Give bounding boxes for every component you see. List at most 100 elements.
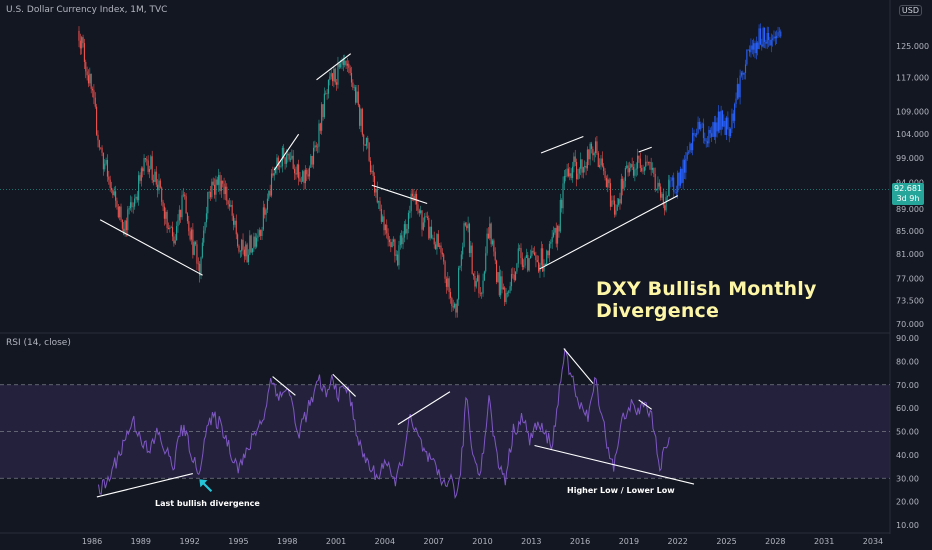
price-trendline [316, 53, 352, 81]
projection-candle [711, 133, 713, 137]
price-candle [475, 281, 477, 287]
price-candle [439, 245, 441, 247]
time-tick-label: 1989 [131, 537, 151, 546]
projection-candle [773, 36, 775, 39]
price-candle [138, 175, 140, 201]
price-candle [538, 262, 540, 272]
price-candle [650, 162, 652, 170]
price-candle [597, 153, 599, 168]
price-candle [380, 208, 382, 222]
price-candle [391, 241, 393, 248]
price-candle [98, 140, 100, 148]
price-candle [498, 272, 500, 296]
price-candle [394, 239, 396, 256]
price-candle [276, 157, 278, 170]
price-candle [345, 60, 347, 66]
projection-candle [677, 172, 679, 193]
price-candle [632, 166, 635, 176]
price-candle [254, 236, 256, 247]
price-candle [106, 159, 109, 177]
projection-candle [697, 121, 699, 134]
price-candle [81, 37, 83, 49]
price-candle [302, 171, 304, 182]
price-candle [253, 236, 255, 249]
price-candle [272, 173, 274, 176]
price-candle [176, 226, 178, 241]
rsi-tick-label: 50.00 [896, 428, 919, 437]
currency-button[interactable]: USD [898, 5, 922, 16]
price-candle [459, 265, 461, 268]
time-tick-label: 1995 [228, 537, 248, 546]
price-candle [630, 164, 632, 169]
price-candle [525, 255, 527, 259]
price-candle [426, 216, 428, 219]
price-candle [224, 186, 226, 195]
price-candle [576, 162, 578, 180]
price-candle [214, 184, 216, 195]
projection-candle [693, 132, 695, 136]
price-candle [416, 193, 418, 205]
price-candle [601, 158, 603, 167]
price-candle [123, 228, 125, 235]
projection-candle [692, 132, 694, 151]
projection-candle [683, 160, 686, 173]
price-candle [376, 188, 378, 203]
price-candle [128, 208, 130, 210]
price-candle [509, 286, 511, 291]
price-candle [604, 171, 606, 178]
price-candle [482, 280, 484, 294]
price-candle [651, 167, 654, 170]
price-candle [612, 200, 614, 202]
price-candle [311, 155, 313, 165]
price-candle [577, 173, 579, 180]
price-candle [470, 245, 472, 254]
price-candle [348, 63, 350, 68]
price-candle [487, 233, 489, 239]
price-candle [494, 251, 496, 261]
price-candle [660, 186, 662, 198]
price-candle [662, 193, 664, 206]
rsi-trendline [534, 444, 695, 485]
price-candle [515, 271, 517, 280]
price-candle [622, 178, 624, 189]
price-candle [162, 201, 164, 207]
price-candle [231, 205, 233, 216]
price-candle [363, 134, 365, 145]
price-candle [239, 251, 241, 252]
rsi-tick-label: 80.00 [896, 357, 919, 366]
price-candle [486, 233, 488, 254]
price-candle [428, 218, 430, 239]
price-candle [658, 182, 660, 187]
price-candle [105, 159, 107, 164]
price-candle [90, 73, 92, 89]
price-candle [452, 306, 454, 308]
price-candle [474, 275, 476, 287]
price-candle [85, 61, 87, 72]
price-candle [310, 155, 312, 168]
projection-candle [765, 41, 767, 44]
price-candle [603, 166, 605, 172]
price-candle [336, 82, 338, 85]
price-candle [664, 205, 666, 211]
price-candle [613, 200, 616, 215]
price-candle [467, 223, 469, 229]
price-candle [337, 63, 339, 85]
price-candle [189, 231, 191, 240]
price-candle [542, 248, 544, 272]
price-candle [296, 164, 298, 175]
time-tick-label: 2022 [668, 537, 688, 546]
price-candle [429, 226, 431, 239]
price-candle [117, 206, 119, 218]
rsi-tick-label: 10.00 [896, 521, 919, 530]
price-candle [350, 73, 353, 83]
price-candle [280, 166, 282, 167]
price-candle [379, 201, 381, 209]
price-candle [204, 222, 206, 231]
price-trendline [371, 184, 428, 205]
price-candle [449, 292, 452, 298]
projection-candle [749, 49, 751, 53]
price-candle [89, 73, 91, 84]
price-candle [563, 176, 565, 184]
projection-candle [739, 75, 741, 98]
